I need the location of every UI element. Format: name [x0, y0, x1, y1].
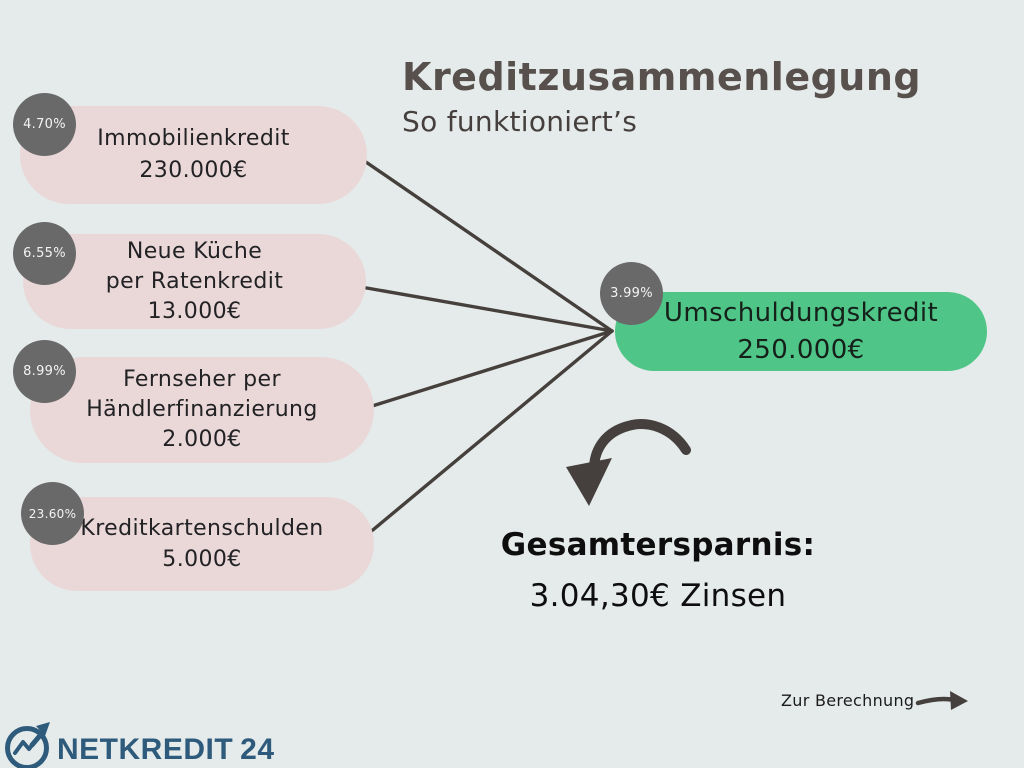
loan-pill-kreditkartenschulden: Kreditkartenschulden 5.000€: [30, 497, 374, 591]
rate-badge: 4.70%: [13, 93, 76, 156]
loan-subtitle: per Ratenkredit: [105, 268, 284, 294]
connector-lines: [359, 158, 614, 536]
loan-pill-ratenkredit: Neue Küche per Ratenkredit 13.000€: [23, 234, 366, 329]
savings-block: Gesamtersparnis: 3.04,30€ Zinsen: [458, 527, 858, 614]
header: Kreditzusammenlegung So funktioniert’s: [402, 55, 922, 138]
consolidated-credit-pill: Umschuldungskredit 250.000€: [615, 292, 987, 371]
logo-suffix: 24: [240, 733, 275, 766]
rate-badge: 6.55%: [13, 222, 76, 285]
savings-label: Gesamtersparnis:: [500, 527, 816, 563]
loan-amount: 2.000€: [162, 427, 242, 452]
loan-title: Immobilienkredit: [97, 126, 290, 151]
loan-pill-immobilienkredit: Immobilienkredit 230.000€: [20, 106, 367, 204]
page-title: Kreditzusammenlegung: [402, 55, 922, 99]
logo-brand: NETKREDIT: [57, 733, 234, 766]
consolidated-amount: 250.000€: [737, 334, 865, 365]
loan-subtitle: Händlerfinanzierung: [86, 397, 318, 422]
savings-value: 3.04,30€ Zinsen: [529, 578, 787, 614]
loan-title: Kreditkartenschulden: [80, 516, 324, 541]
rate-badge-consolidated: 3.99%: [600, 262, 663, 325]
loan-amount: 230.000€: [139, 158, 248, 183]
loan-title: Neue Küche: [126, 238, 263, 264]
loan-amount: 5.000€: [162, 547, 242, 572]
right-arrow-icon[interactable]: [915, 691, 968, 710]
loan-title: Fernseher per: [123, 367, 281, 392]
loan-pill-haendlerfinanzierung: Fernseher per Händlerfinanzierung 2.000€: [30, 357, 374, 463]
rate-badge: 23.60%: [21, 482, 84, 545]
rate-badge: 8.99%: [13, 340, 76, 403]
cta-zur-berechnung[interactable]: Zur Berechnung: [781, 691, 915, 710]
curved-down-arrow-icon: [566, 419, 691, 506]
consolidated-title: Umschuldungskredit: [663, 297, 939, 328]
chart-growth-arrow-icon: [5, 722, 50, 768]
page-subtitle: So funktioniert’s: [402, 104, 638, 138]
loan-amount: 13.000€: [147, 298, 242, 324]
logo-wordmark: NETKREDIT 24: [57, 733, 275, 767]
